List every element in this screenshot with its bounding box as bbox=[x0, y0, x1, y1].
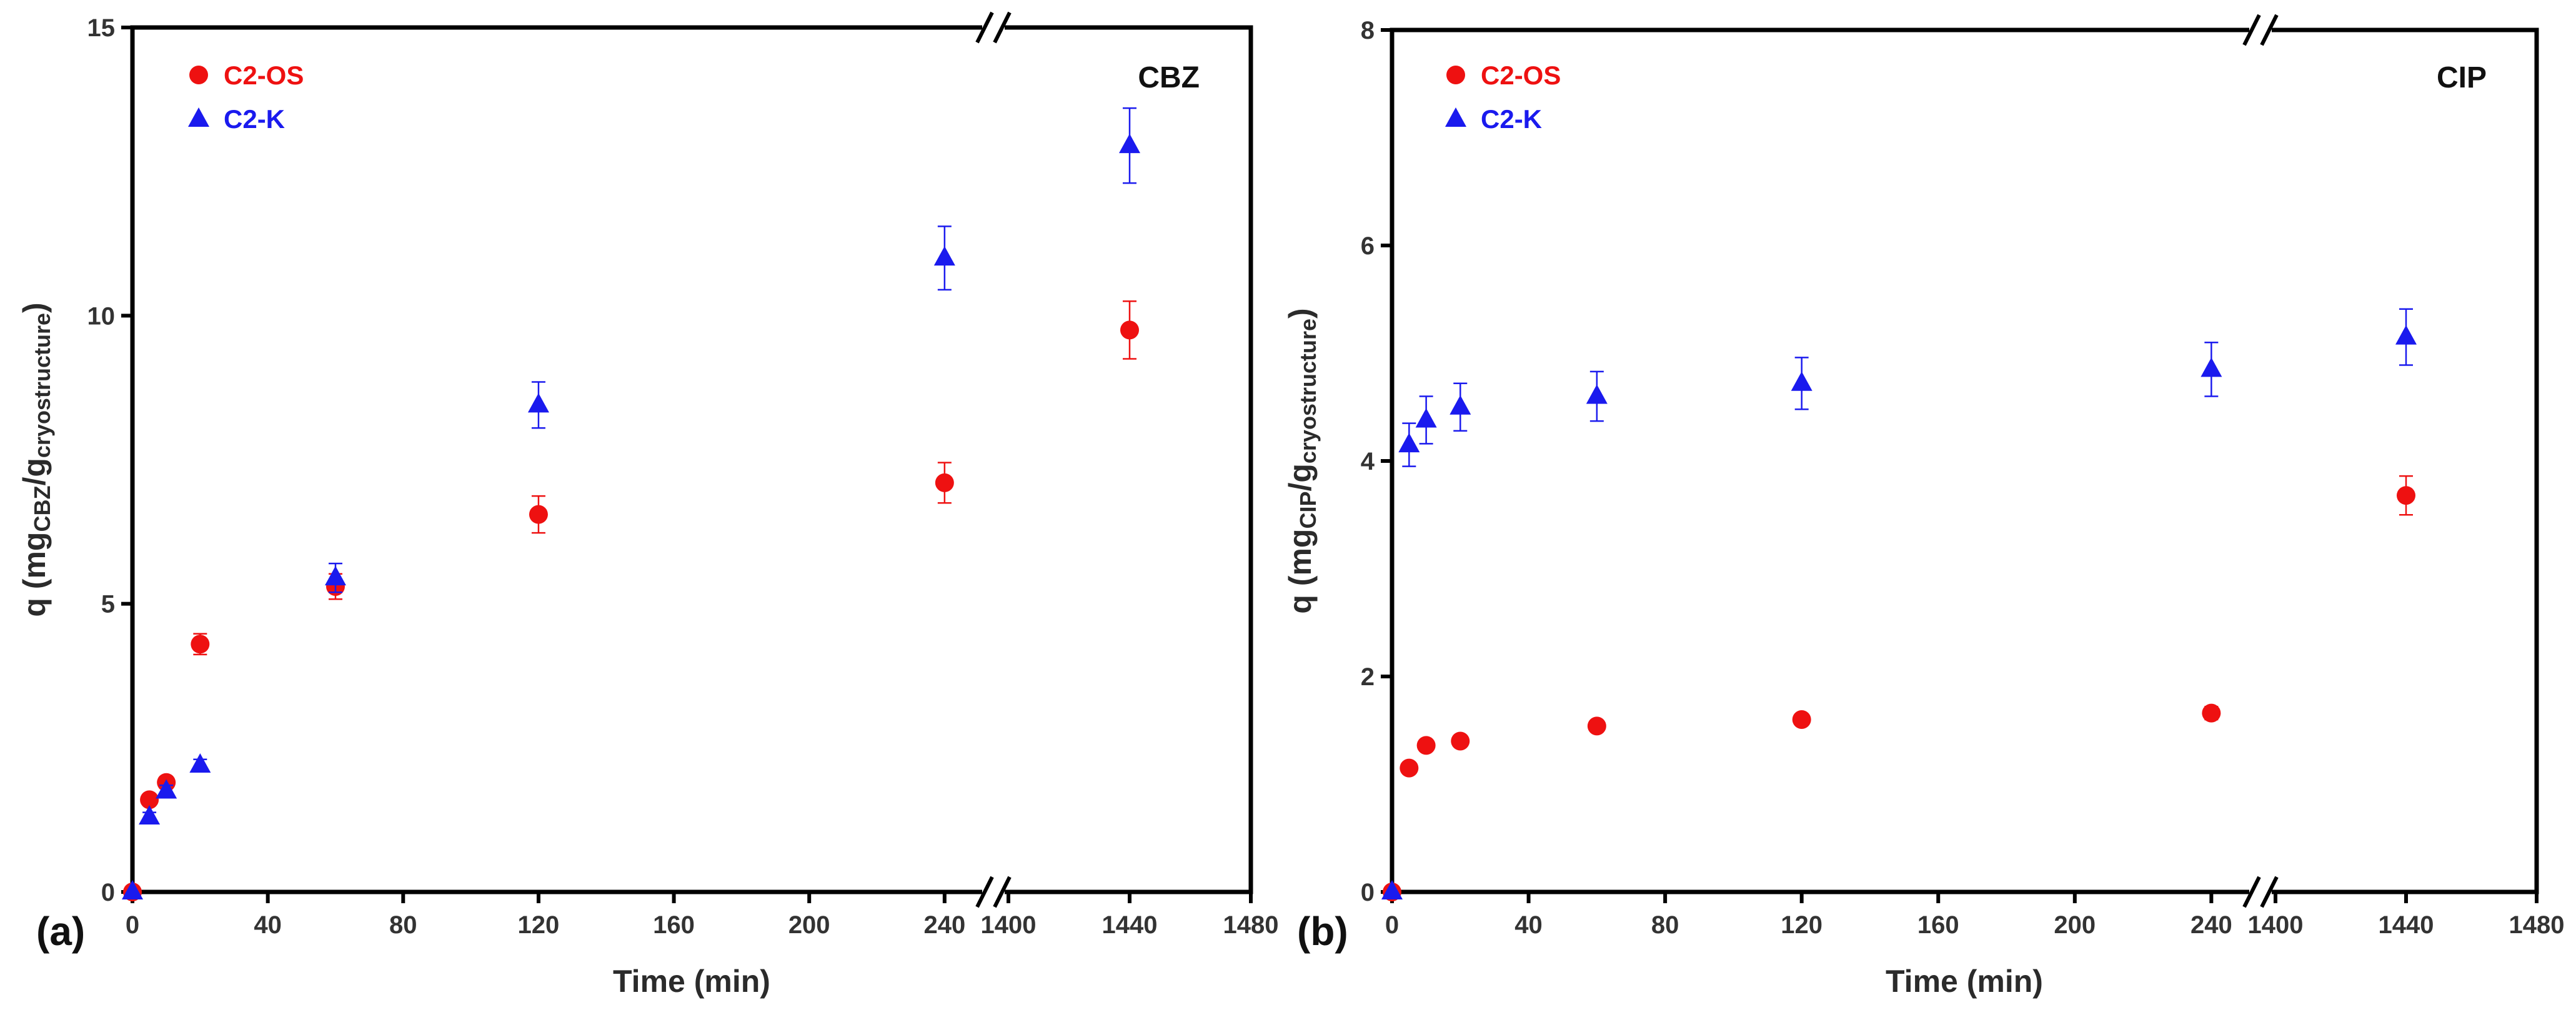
data-point-circle bbox=[529, 505, 548, 524]
x-tick-label: 1480 bbox=[1223, 911, 1279, 939]
data-point-triangle bbox=[139, 805, 161, 825]
data-point-triangle bbox=[933, 246, 955, 266]
data-point-triangle bbox=[189, 753, 211, 773]
x-tick-label: 200 bbox=[2054, 911, 2096, 939]
y-tick-label: 6 bbox=[1361, 232, 1375, 260]
y-tick-label: 15 bbox=[87, 14, 116, 42]
legend-marker-triangle bbox=[1445, 107, 1466, 127]
data-point-triangle bbox=[156, 779, 177, 799]
y-tick-label: 8 bbox=[1361, 17, 1375, 44]
x-tick-label: 240 bbox=[2191, 911, 2232, 939]
data-point-triangle bbox=[1119, 134, 1140, 154]
axis-break-slash-top-2 bbox=[993, 11, 1012, 44]
data-point-circle bbox=[1792, 710, 1811, 729]
x-tick-label: 120 bbox=[518, 911, 560, 939]
x-tick-label: 40 bbox=[254, 911, 282, 939]
x-tick-label: 1400 bbox=[981, 911, 1037, 939]
data-point-circle bbox=[1587, 716, 1606, 736]
data-point-triangle bbox=[1450, 395, 1471, 415]
y-axis-title-sub2: cryostructure bbox=[29, 313, 55, 458]
data-point-triangle bbox=[1415, 408, 1437, 428]
y-axis-title-mid: /g bbox=[17, 458, 52, 485]
axis-break-slash-bottom-2 bbox=[2260, 876, 2279, 908]
x-tick-label: 120 bbox=[1781, 911, 1823, 939]
y-axis-title-main: q (mg bbox=[17, 532, 52, 617]
plot-frame bbox=[130, 25, 1253, 894]
x-tick-label: 200 bbox=[788, 911, 830, 939]
y-tick-label: 0 bbox=[1361, 879, 1375, 906]
data-point-circle bbox=[1451, 731, 1470, 751]
panel-label: (a) bbox=[36, 909, 85, 954]
y-axis-title-end: ) bbox=[1283, 308, 1318, 319]
y-tick-label: 10 bbox=[87, 302, 116, 330]
plot-frame bbox=[1390, 27, 2539, 894]
analyte-label: CBZ bbox=[1138, 61, 1200, 94]
data-point-circle bbox=[1416, 736, 1436, 755]
x-tick-label: 80 bbox=[389, 911, 417, 939]
x-tick-label: 160 bbox=[653, 911, 695, 939]
x-tick-label: 160 bbox=[1917, 911, 1959, 939]
data-point-triangle bbox=[1398, 433, 1420, 453]
x-tick-label: 0 bbox=[126, 911, 139, 939]
axis-break-slash-top-1 bbox=[2242, 14, 2261, 46]
data-point-triangle bbox=[1586, 384, 1608, 404]
panel-label: (b) bbox=[1297, 909, 1348, 954]
analyte-label: CIP bbox=[2437, 61, 2487, 94]
legend-marker-circle bbox=[189, 66, 208, 84]
data-point-triangle bbox=[2201, 357, 2222, 377]
axis-break-slash-top-2 bbox=[2260, 14, 2279, 46]
data-point-triangle bbox=[527, 393, 549, 413]
x-tick-label: 1440 bbox=[2379, 911, 2434, 939]
x-axis-title: Time (min) bbox=[1886, 964, 2043, 999]
legend-label: C2-OS bbox=[1481, 61, 1561, 90]
y-axis-title: q (mgCIP/gcryostructure) bbox=[1283, 308, 1321, 613]
data-point-triangle bbox=[324, 566, 346, 586]
y-axis-title-end: ) bbox=[17, 302, 52, 313]
axis-break-slash-bottom-2 bbox=[993, 876, 1012, 908]
data-point-circle bbox=[935, 473, 954, 492]
y-axis-title-mid: /g bbox=[1283, 463, 1318, 491]
data-point-triangle bbox=[2395, 325, 2417, 345]
legend-label: C2-K bbox=[224, 104, 285, 134]
axis-break-slash-bottom-1 bbox=[975, 876, 994, 908]
legend-marker-circle bbox=[1446, 66, 1465, 84]
legend-label: C2-OS bbox=[224, 61, 304, 90]
data-point-circle bbox=[2397, 486, 2415, 505]
y-tick-label: 5 bbox=[101, 591, 115, 618]
x-tick-label: 40 bbox=[1514, 911, 1543, 939]
data-point-triangle bbox=[1381, 880, 1403, 899]
axis-break-slash-top-1 bbox=[975, 11, 994, 44]
data-point-triangle bbox=[122, 880, 143, 899]
y-axis-title-sub1: CBZ bbox=[29, 486, 55, 532]
x-tick-label: 1400 bbox=[2248, 911, 2304, 939]
data-point-circle bbox=[1400, 758, 1419, 778]
y-axis-title: q (mgCBZ/gcryostructure) bbox=[17, 302, 55, 616]
y-axis-title-main: q (mg bbox=[1283, 529, 1318, 614]
y-tick-label: 0 bbox=[101, 879, 115, 906]
data-point-circle bbox=[191, 635, 210, 654]
x-axis-title: Time (min) bbox=[613, 964, 770, 999]
y-tick-label: 2 bbox=[1361, 663, 1375, 691]
y-tick-label: 4 bbox=[1361, 448, 1375, 475]
legend-marker-triangle bbox=[188, 107, 209, 127]
data-point-circle bbox=[1120, 320, 1139, 340]
x-tick-label: 1480 bbox=[2509, 911, 2565, 939]
x-tick-label: 1440 bbox=[1102, 911, 1158, 939]
panel-a-cbz: 0 5 10 15 0 40 80 120 160 200 240 1400 1440 1480 Time … bbox=[17, 11, 1279, 999]
data-point-circle bbox=[140, 790, 159, 810]
data-point-triangle bbox=[1791, 371, 1813, 391]
y-axis-title-sub2: cryostructure bbox=[1295, 319, 1321, 463]
x-tick-label: 80 bbox=[1651, 911, 1679, 939]
legend-label: C2-K bbox=[1481, 104, 1542, 134]
y-axis-title-sub1: CIP bbox=[1295, 492, 1321, 529]
x-tick-label: 240 bbox=[923, 911, 965, 939]
data-point-circle bbox=[2202, 703, 2221, 723]
axis-break-slash-bottom-1 bbox=[2242, 876, 2261, 908]
x-tick-label: 0 bbox=[1385, 911, 1399, 939]
